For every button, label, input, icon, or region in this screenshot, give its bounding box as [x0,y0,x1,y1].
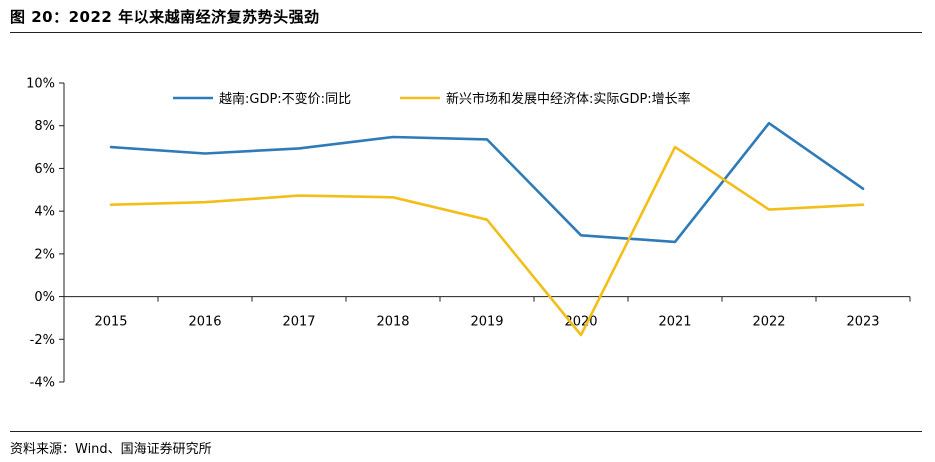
title-rule [10,32,922,33]
y-tick-label: 0% [34,290,55,305]
legend: 越南:GDP:不变价:同比 新兴市场和发展中经济体:实际GDP:增长率 [173,91,691,107]
y-tick-label: 10% [26,77,55,92]
series-lines [109,121,865,337]
y-tick-label: -4% [30,376,55,391]
y-tick-label: -2% [30,333,55,348]
series-line-1 [109,121,865,244]
x-tick-label: 2018 [376,315,409,330]
legend-label-2: 新兴市场和发展中经济体:实际GDP:增长率 [446,91,691,107]
y-tick-label: 8% [34,119,55,134]
x-tick-label: 2015 [94,315,127,330]
x-tick-label: 2016 [188,315,221,330]
x-tick-label: 2019 [470,315,503,330]
series-line-2 [109,145,865,337]
x-tick-label: 2021 [658,315,691,330]
x-tick-label: 2023 [846,315,879,330]
source-note: 资料来源：Wind、国海证券研究所 [10,442,212,457]
footer-rule [10,431,922,432]
y-axis: 10% 8% 6% 4% 2% 0% -2% -4% [26,77,65,391]
figure-title: 图 20：2022 年以来越南经济复苏势头强劲 [10,8,320,26]
x-axis: 2015 2016 2017 2018 2019 2020 2021 2022 2023 [63,296,911,330]
y-tick-label: 4% [34,205,55,220]
y-tick-label: 2% [34,247,55,262]
x-tick-label: 2017 [282,315,315,330]
x-tick-label: 2022 [752,315,785,330]
legend-label-1: 越南:GDP:不变价:同比 [219,91,351,107]
y-tick-label: 6% [34,162,55,177]
